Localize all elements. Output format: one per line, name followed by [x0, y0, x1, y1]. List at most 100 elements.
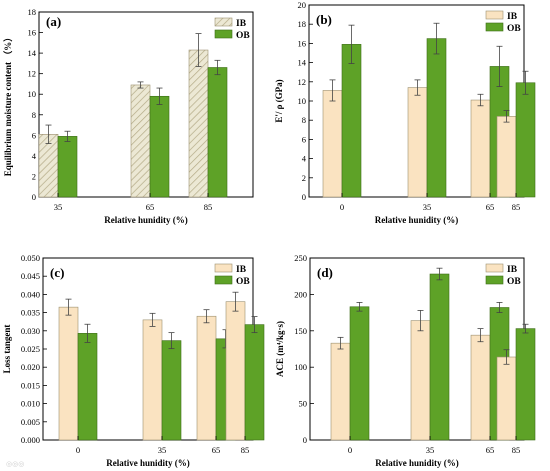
- y-tick-label: 4: [32, 151, 37, 161]
- y-tick-label: 14: [28, 48, 37, 58]
- x-axis-title: Relative hunidity (%): [104, 215, 188, 225]
- x-tick-label: 65: [146, 202, 155, 212]
- y-axis-title: Loss tangent: [2, 325, 12, 374]
- y-tick-label: 16: [298, 38, 307, 48]
- y-tick-label: 0.010: [21, 399, 40, 409]
- panel-label: (a): [46, 14, 61, 29]
- chart-panel-a: 0 2 4 6 8 10 12 14 16 18 35 65 85 Relative hunidity (…: [3, 7, 254, 225]
- x-tick-label: 35: [426, 445, 435, 455]
- y-tick-label: 0.000: [21, 435, 40, 445]
- x-tick-label: 35: [54, 202, 63, 212]
- bar-ib: [225, 301, 246, 441]
- y-tick-label: 200: [294, 289, 307, 299]
- legend-swatch-ib: [214, 263, 233, 273]
- x-tick-label: 85: [204, 202, 213, 212]
- y-tick-label: 50: [299, 399, 308, 409]
- y-tick-label: 0.035: [21, 308, 40, 318]
- y-tick-label: 2: [32, 171, 36, 181]
- bar-ib: [322, 90, 343, 198]
- legend-label-ob: OB: [236, 31, 250, 41]
- x-tick-label: 0: [348, 445, 352, 455]
- y-tick-label: 2: [302, 173, 306, 183]
- y-tick-label: 10: [298, 96, 307, 106]
- bar-ob: [515, 328, 536, 441]
- y-tick-label: 12: [28, 69, 37, 79]
- y-tick-label: 250: [294, 253, 307, 263]
- chart-panel-b: 0 2 4 6 8 10 12 14 16 18 20 0 35 65 85 Relative hunidit…: [274, 0, 536, 225]
- y-tick-label: 18: [28, 7, 37, 17]
- legend-swatch-ob: [214, 275, 233, 285]
- x-tick-label: 85: [512, 202, 521, 212]
- y-axis-title: E'/ ρ (GPa): [274, 79, 284, 122]
- y-tick-label: 0: [32, 192, 36, 202]
- bar-ib: [407, 87, 428, 198]
- legend-swatch-ib: [214, 17, 233, 27]
- y-tick-label: 6: [302, 134, 306, 144]
- chart-panel-c: 0.000 0.005 0.010 0.015 0.020 0.025 0.030 0.035…: [2, 253, 265, 468]
- bar-ob: [244, 324, 265, 441]
- x-tick-label: 65: [486, 202, 495, 212]
- legend-label-ib: IB: [236, 19, 247, 29]
- y-tick-label: 0.015: [21, 380, 40, 390]
- bar-ob: [349, 306, 370, 441]
- y-tick-label: 8: [32, 110, 36, 120]
- y-tick-label: 0.045: [21, 271, 40, 281]
- x-tick-label: 0: [340, 202, 344, 212]
- bar-ob: [57, 136, 78, 198]
- bar-ib: [330, 342, 351, 441]
- bar-ib: [130, 84, 151, 198]
- legend-swatch-ob: [485, 275, 504, 285]
- legend-swatch-ib: [485, 10, 504, 20]
- legend-swatch-ob: [485, 22, 504, 32]
- legend-swatch-ib: [485, 263, 504, 273]
- x-axis-title: Relative hunidity (%): [106, 458, 190, 468]
- y-tick-label: 150: [294, 326, 307, 336]
- x-tick-label: 0: [76, 445, 80, 455]
- bar-ob: [426, 38, 447, 198]
- bar-ib: [470, 334, 491, 441]
- y-tick-label: 18: [298, 19, 307, 29]
- bar-ob: [77, 333, 98, 441]
- legend-label-ib: IB: [507, 12, 518, 22]
- panel-label: (b): [316, 12, 332, 27]
- y-tick-label: 12: [298, 77, 307, 87]
- panel-label: (c): [50, 265, 64, 280]
- x-axis-title: Relative hunidity (%): [375, 458, 459, 468]
- y-tick-label: 4: [302, 154, 307, 164]
- y-tick-label: 0.030: [21, 326, 40, 336]
- bar-ib: [58, 306, 79, 441]
- y-tick-label: 0: [303, 435, 307, 445]
- y-tick-label: 16: [28, 28, 37, 38]
- bar-ib: [142, 319, 163, 441]
- x-tick-label: 35: [158, 445, 167, 455]
- y-tick-label: 0.025: [21, 344, 40, 354]
- legend-label-ob: OB: [507, 24, 521, 34]
- bar-ib: [196, 315, 217, 441]
- x-tick-label: 85: [512, 445, 521, 455]
- bar-ib: [410, 320, 431, 441]
- y-tick-label: 0: [302, 192, 306, 202]
- y-tick-label: 0.050: [21, 253, 40, 263]
- bar-ib: [188, 49, 209, 198]
- x-tick-label: 65: [486, 445, 495, 455]
- bar-ib: [470, 99, 491, 198]
- y-tick-label: 20: [298, 0, 307, 10]
- x-tick-label: 35: [423, 202, 432, 212]
- y-axis-title: Equilibrium moisture content （%）: [3, 33, 13, 177]
- bar-ib: [496, 356, 517, 441]
- legend-label-ob: OB: [507, 277, 521, 287]
- y-tick-label: 0.020: [21, 362, 40, 372]
- y-tick-label: 6: [32, 130, 36, 140]
- y-tick-label: 100: [294, 362, 307, 372]
- y-axis-title: ACE (m⁴/kg·s): [275, 321, 285, 377]
- bar-ob: [149, 95, 170, 198]
- bar-ib: [496, 116, 517, 198]
- legend-label-ob: OB: [236, 277, 250, 287]
- y-tick-label: 0.040: [21, 289, 40, 299]
- watermark: ◎◎◎: [6, 460, 24, 468]
- x-tick-label: 65: [212, 445, 221, 455]
- legend-swatch-ob: [214, 29, 233, 39]
- legend-label-ib: IB: [507, 265, 518, 275]
- bar-ob: [429, 273, 450, 441]
